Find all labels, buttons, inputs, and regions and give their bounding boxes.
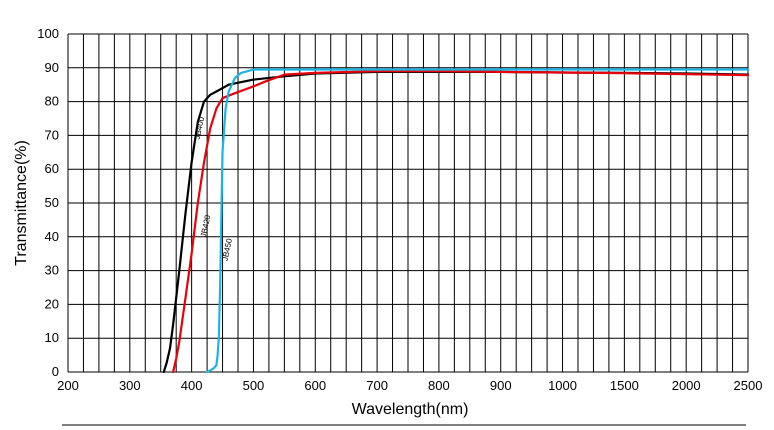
x-tick-label: 300 xyxy=(119,378,141,393)
x-tick-label: 1500 xyxy=(610,378,639,393)
x-tick-label: 2000 xyxy=(672,378,701,393)
series-line-jb450 xyxy=(206,68,750,374)
y-tick-label: 90 xyxy=(45,60,59,75)
x-axis-label: Wavelength(nm) xyxy=(352,401,469,418)
y-tick-label: 10 xyxy=(45,330,59,345)
y-tick-label: 80 xyxy=(45,94,59,109)
y-tick-label: 50 xyxy=(45,195,59,210)
grid xyxy=(67,33,749,373)
y-tick-label: 40 xyxy=(45,229,59,244)
x-tick-label: 400 xyxy=(181,378,203,393)
x-tick-label: 2500 xyxy=(734,378,763,393)
y-tick-labels: 0 10 20 30 40 50 60 70 80 90 100 xyxy=(37,26,59,379)
y-tick-label: 0 xyxy=(52,364,59,379)
y-tick-label: 30 xyxy=(45,263,59,278)
y-tick-label: 100 xyxy=(37,26,59,41)
y-axis-label: Transmittance(%) xyxy=(13,140,30,266)
y-tick-label: 70 xyxy=(45,127,59,142)
x-tick-label: 800 xyxy=(428,378,450,393)
x-tick-label: 700 xyxy=(366,378,388,393)
series-layer xyxy=(162,68,750,374)
x-tick-label: 1000 xyxy=(548,378,577,393)
series-label-jb420: JB420 xyxy=(199,214,213,239)
x-tick-label: 600 xyxy=(304,378,326,393)
series-line-jb420 xyxy=(172,70,750,374)
series-label-jb400: JB400 xyxy=(193,116,207,141)
x-tick-label: 900 xyxy=(490,378,512,393)
x-tick-labels: 200 300 400 500 600 700 800 900 1000 1500 2000 2500 xyxy=(57,378,762,393)
x-tick-label: 200 xyxy=(57,378,79,393)
series-line-jb400 xyxy=(162,70,750,374)
x-tick-label: 500 xyxy=(243,378,265,393)
y-tick-label: 20 xyxy=(45,296,59,311)
y-tick-label: 60 xyxy=(45,161,59,176)
